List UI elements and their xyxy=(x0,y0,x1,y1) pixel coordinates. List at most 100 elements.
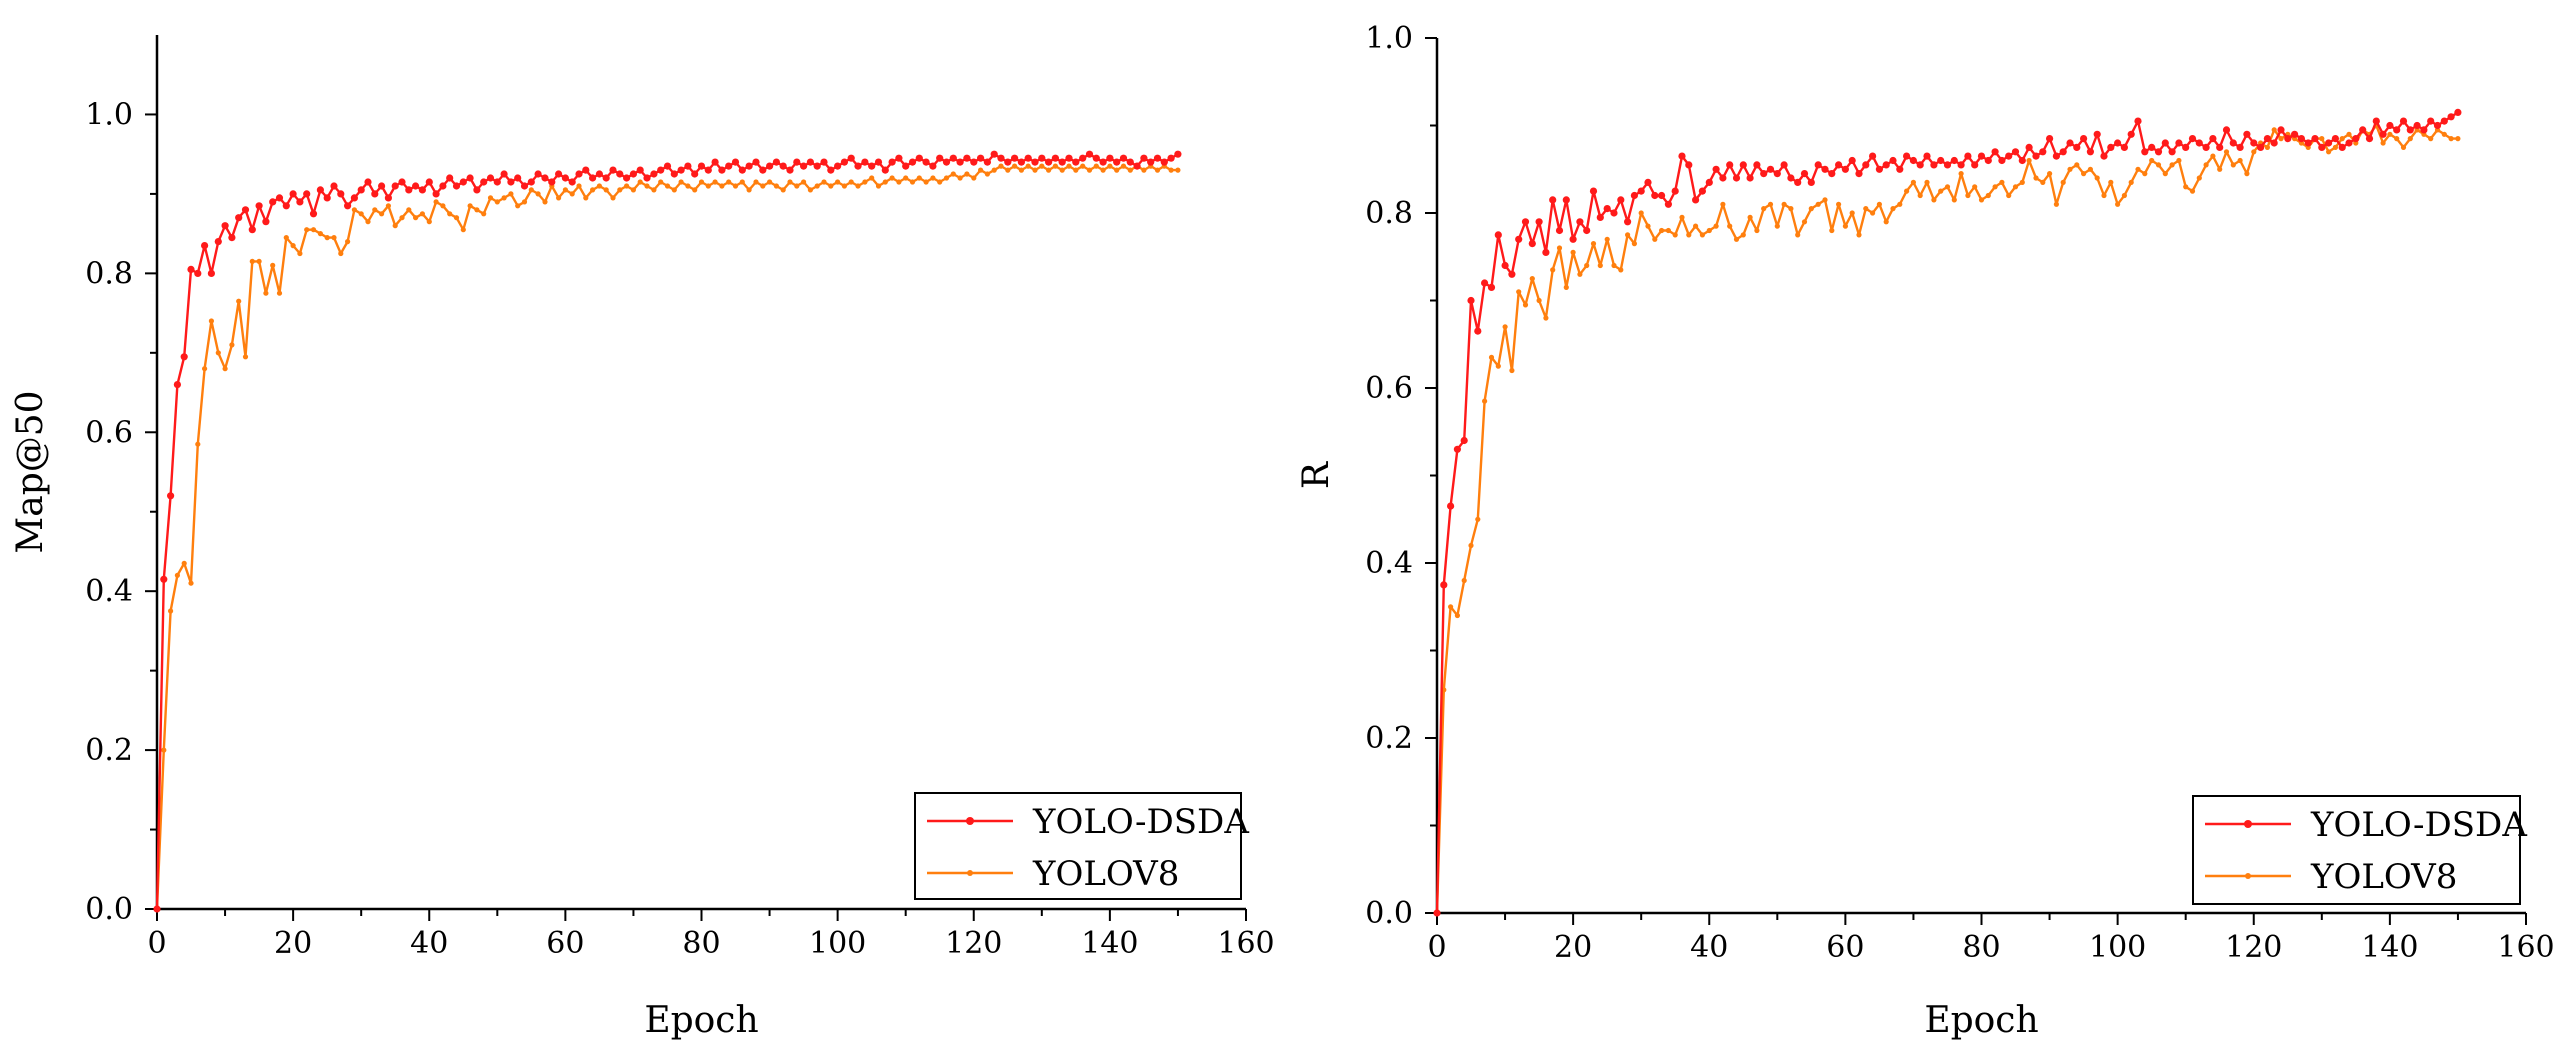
data-point xyxy=(1024,154,1032,162)
data-point xyxy=(984,171,991,177)
data-point xyxy=(459,178,467,186)
data-point xyxy=(1937,156,1945,165)
data-point xyxy=(1951,197,1957,203)
data-point xyxy=(1665,227,1671,234)
data-point xyxy=(1740,232,1746,238)
data-point xyxy=(1481,279,1489,287)
data-point xyxy=(895,154,903,162)
data-point xyxy=(644,183,650,189)
data-point xyxy=(1052,163,1058,169)
y-tick-label: 0.0 xyxy=(1365,896,1413,931)
data-point xyxy=(228,234,236,242)
data-point xyxy=(636,166,644,174)
data-point xyxy=(692,187,698,193)
data-point xyxy=(351,207,357,213)
data-point xyxy=(1795,232,1801,238)
data-point xyxy=(1943,161,1952,169)
data-point xyxy=(2237,157,2243,164)
data-point xyxy=(1917,192,1923,199)
data-point xyxy=(1904,188,1910,194)
data-point xyxy=(2394,136,2400,142)
data-point xyxy=(1515,235,1523,243)
data-point xyxy=(2448,136,2454,142)
data-point xyxy=(1916,161,1924,169)
data-point xyxy=(786,166,794,174)
data-point xyxy=(2149,157,2155,164)
data-point xyxy=(1141,167,1147,173)
data-point xyxy=(1487,283,1496,291)
y-tick-label: 0.4 xyxy=(85,574,133,609)
data-point xyxy=(1058,158,1066,166)
data-point xyxy=(2203,162,2209,168)
data-point xyxy=(507,178,515,186)
data-point xyxy=(2291,130,2299,138)
data-point xyxy=(1882,161,1890,169)
data-point xyxy=(1576,218,1584,226)
data-point xyxy=(160,575,168,583)
data-point xyxy=(1460,436,1468,445)
data-point xyxy=(820,158,828,166)
data-point xyxy=(1555,226,1564,235)
y-tick-label: 1.0 xyxy=(1365,21,1413,56)
data-point xyxy=(759,166,767,174)
data-point xyxy=(508,191,514,197)
data-point xyxy=(637,179,643,185)
data-point xyxy=(534,170,542,178)
data-point xyxy=(2115,201,2121,207)
data-point xyxy=(161,747,167,753)
data-point xyxy=(1924,179,1930,185)
data-point xyxy=(1876,201,1882,207)
data-point xyxy=(1467,296,1475,305)
data-point xyxy=(1018,167,1024,173)
data-point xyxy=(1760,170,1768,178)
data-point xyxy=(399,215,405,221)
data-point xyxy=(1991,148,1999,156)
data-point xyxy=(835,179,841,185)
data-point xyxy=(1964,152,1972,160)
data-point xyxy=(1658,191,1666,200)
data-point xyxy=(964,171,970,177)
data-point xyxy=(1875,165,1883,173)
data-point xyxy=(446,174,454,182)
data-point xyxy=(1836,201,1842,207)
data-point xyxy=(1031,158,1039,166)
data-point xyxy=(1761,206,1767,212)
data-point xyxy=(1535,218,1543,226)
data-point xyxy=(1931,197,1937,203)
data-point xyxy=(903,175,909,181)
data-point xyxy=(1522,302,1529,308)
data-point xyxy=(2093,130,2101,138)
data-point xyxy=(773,183,780,189)
data-point xyxy=(595,170,604,178)
data-point xyxy=(1807,178,1815,186)
data-point xyxy=(697,162,706,170)
data-point xyxy=(316,186,324,194)
data-point xyxy=(187,265,195,273)
data-point xyxy=(2183,184,2189,190)
data-point xyxy=(2176,157,2182,164)
data-point xyxy=(1637,187,1645,195)
data-point xyxy=(1093,163,1099,169)
data-point xyxy=(847,154,855,162)
data-point xyxy=(1528,240,1536,248)
legend-swatch-marker-yolov8 xyxy=(2245,873,2251,879)
data-point xyxy=(1549,196,1557,204)
data-point xyxy=(1652,236,1658,242)
data-point xyxy=(569,191,575,197)
data-point xyxy=(310,227,317,233)
data-point xyxy=(1140,154,1148,162)
series-line-yolo-dsda xyxy=(1435,111,2459,914)
data-point xyxy=(379,211,385,217)
data-point xyxy=(2135,166,2141,172)
data-point xyxy=(2128,179,2134,185)
data-point xyxy=(392,223,398,229)
data-point xyxy=(214,238,222,246)
data-point xyxy=(358,211,364,217)
data-point xyxy=(548,178,556,186)
data-point xyxy=(248,226,256,234)
data-point xyxy=(1011,154,1019,162)
data-point xyxy=(1502,324,1508,330)
y-axis-label: Map@50 xyxy=(10,390,51,553)
data-point xyxy=(1168,167,1174,173)
data-point xyxy=(1842,223,1848,229)
